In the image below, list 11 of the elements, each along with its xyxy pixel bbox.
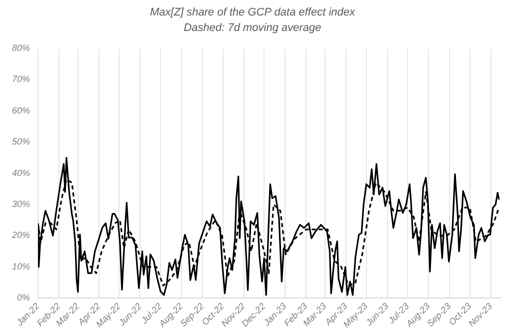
y-tick-label: 70% [12, 74, 30, 84]
y-tick-label: 80% [12, 42, 30, 53]
y-tick-label: 30% [12, 198, 30, 209]
y-tick-label: 60% [12, 105, 30, 116]
chart-title: Max[Z] share of the GCP data effect index [150, 6, 356, 19]
y-tick-label: 10% [12, 261, 30, 272]
chart-subtitle: Dashed: 7d moving average [184, 22, 322, 34]
y-tick-label: 0% [17, 292, 30, 303]
y-tick-label: 20% [11, 230, 30, 240]
y-tick-label: 50% [12, 136, 30, 147]
y-tick-label: 40% [12, 168, 30, 178]
